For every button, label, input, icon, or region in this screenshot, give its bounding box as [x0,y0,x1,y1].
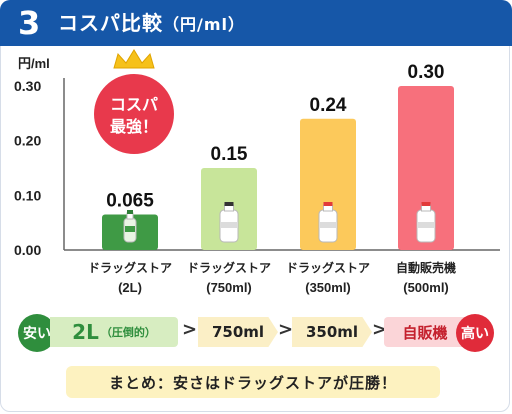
data-label: 0.24 [310,95,347,116]
rank-step-2l-main: 2L [72,320,99,344]
bar-chart: 円/ml 0.00 0.10 0.20 0.30 0.065 ドラッグストア (2L) 0.15… [14,49,500,295]
x-tick-sublabel: (500ml) [403,280,449,295]
badge-line-2: 最強！ [110,117,158,136]
y-axis-unit-label: 円/ml [18,56,50,71]
arrow-2: > [278,319,294,340]
x-tick-sublabel: (750ml) [206,280,252,295]
cospa-badge [94,74,174,154]
bar [398,86,454,250]
section-title: コスパ比較（円/ml） [58,9,245,39]
x-tick-label: ドラッグストア [88,260,172,275]
bottle-icon [318,202,338,243]
x-tick-label: ドラッグストア [286,260,370,275]
y-tick-label: 0.30 [14,78,41,94]
rank-step-2l-sub: （圧倒的） [100,326,156,339]
section-header: 3 コスパ比較（円/ml） [0,0,512,46]
y-tick-label: 0.10 [14,187,41,203]
price-ranking-flow: 安い 2L （圧倒的） > 750ml > 350ml > 自販機 高い [18,314,498,354]
data-label: 0.30 [408,62,445,83]
y-tick-label: 0.00 [14,242,41,258]
bottle-icon [416,202,436,243]
bottle-icon [219,202,239,243]
cheap-label: 安い [18,314,56,352]
badge-line-1: コスパ [110,96,158,114]
crown-icon [113,49,155,69]
bottle-icon [123,210,137,243]
rank-step-2l: 2L （圧倒的） [50,317,178,347]
expensive-label: 高い [456,314,494,352]
title-text: コスパ比較 [58,11,163,35]
summary-banner: まとめ：安さはドラッグストアが圧勝！ [66,366,440,398]
arrow-1: > [182,319,198,340]
x-tick-label: 自動販売機 [396,260,456,275]
rank-step-350ml: 350ml [292,317,372,347]
title-unit: （円/ml） [163,15,246,34]
data-label: 0.065 [106,190,154,211]
rank-step-750ml: 750ml [198,317,278,347]
chart-area: 円/ml 0.00 0.10 0.20 0.30 0.065 ドラッグストア (2L) 0.15… [0,46,512,306]
y-tick-label: 0.20 [14,133,41,149]
bar [300,118,356,250]
rank-step-vending: 自販機 [384,317,466,347]
x-tick-sublabel: (350ml) [305,280,351,295]
data-label: 0.15 [211,144,248,165]
x-tick-label: ドラッグストア [187,260,271,275]
x-tick-sublabel: (2L) [118,280,142,295]
step-number: 3 [18,4,41,42]
arrow-3: > [372,319,388,340]
